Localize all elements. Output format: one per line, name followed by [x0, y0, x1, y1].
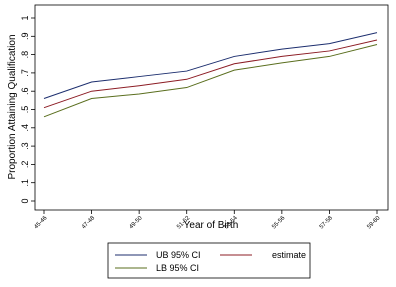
y-tick-label: 0: [20, 198, 30, 203]
series-line: [43, 44, 378, 118]
series-line: [43, 32, 378, 99]
y-tick-label: .7: [20, 69, 30, 77]
y-tick-label: .2: [20, 161, 30, 169]
plot-frame: [34, 4, 389, 211]
legend-label: estimate: [272, 250, 306, 260]
legend-label: UB 95% CI: [156, 250, 201, 260]
y-tick-label: .4: [20, 124, 30, 132]
y-axis-label: Proportion Attaining Qualification: [7, 34, 18, 179]
x-axis-label: Year of Birth: [184, 220, 239, 231]
y-tick-label: .6: [20, 87, 30, 95]
y-tick-label: .1: [20, 179, 30, 187]
legend-frame: [107, 242, 311, 279]
y-tick-label: .3: [20, 142, 30, 150]
y-tick-label: .8: [20, 51, 30, 59]
y-tick-label: .9: [20, 33, 30, 41]
y-tick-label: 1: [20, 15, 30, 20]
y-tick-label: .5: [20, 106, 30, 114]
legend-label: LB 95% CI: [156, 263, 199, 273]
series-line: [43, 39, 378, 109]
